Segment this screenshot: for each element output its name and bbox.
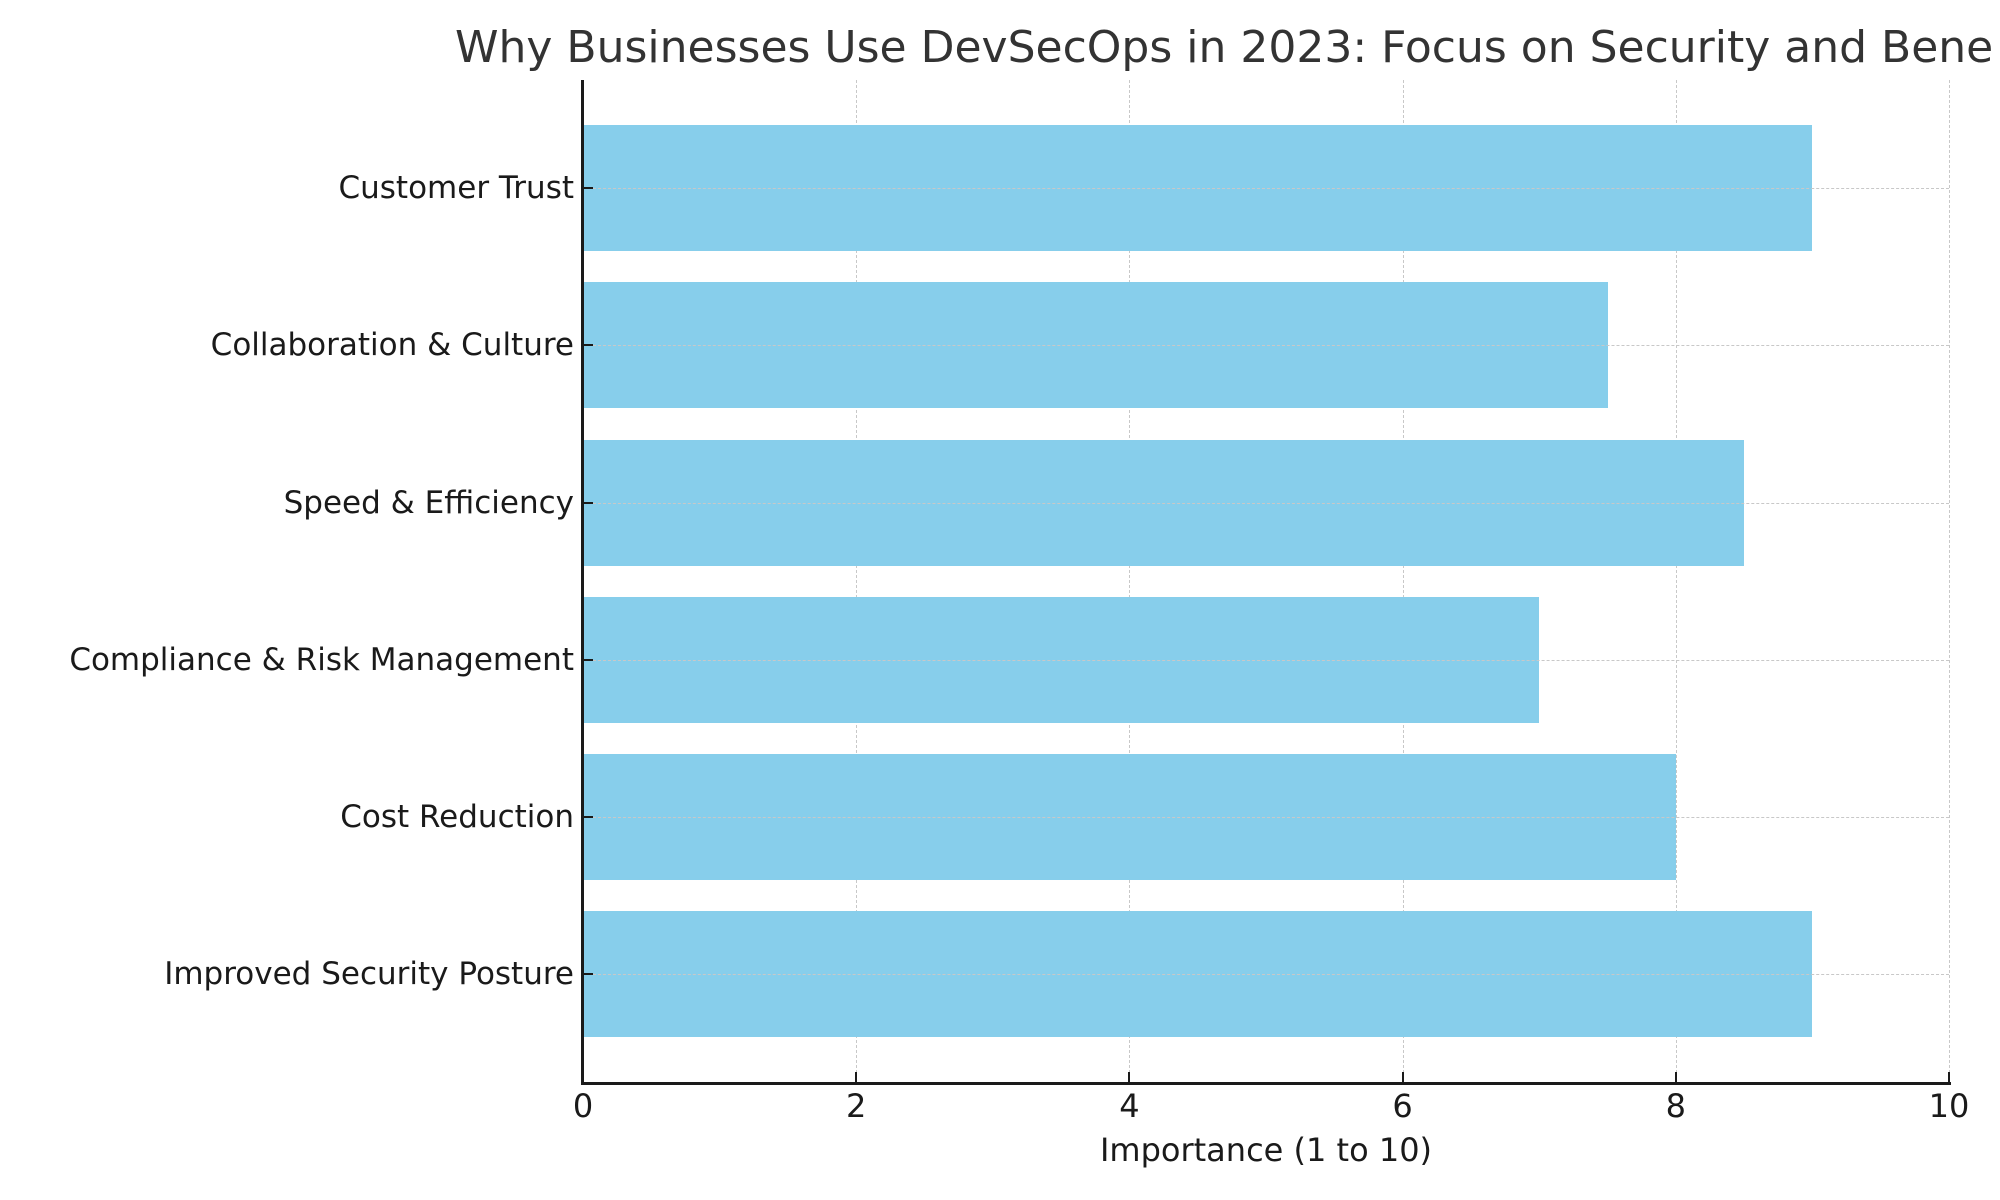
- y-tick-label: Compliance & Risk Management: [69, 641, 574, 678]
- x-tick-mark: [1948, 1072, 1950, 1082]
- gridline-y: [583, 817, 1949, 819]
- gridline-x: [1675, 80, 1677, 1083]
- x-tick-mark: [582, 1072, 584, 1082]
- gridline-y: [583, 187, 1949, 189]
- x-tick-label: 8: [1665, 1087, 1686, 1125]
- y-tick-label: Speed & Efficiency: [283, 484, 574, 521]
- x-tick-label: 6: [1392, 1087, 1413, 1125]
- y-tick-mark: [583, 186, 593, 189]
- y-tick-label: Collaboration & Culture: [210, 327, 574, 364]
- gridline-y: [583, 502, 1949, 504]
- x-tick-mark: [1674, 1072, 1677, 1082]
- y-axis-line: [581, 80, 584, 1085]
- gridline-x: [1949, 80, 1950, 1083]
- plot-area: [583, 80, 1950, 1083]
- gridline-y: [583, 345, 1949, 347]
- gridline-x: [1129, 80, 1131, 1083]
- y-tick-mark: [583, 658, 593, 661]
- x-tick-label: 10: [1928, 1087, 1970, 1125]
- x-tick-label: 4: [1119, 1087, 1140, 1125]
- x-axis-line: [581, 1082, 1951, 1085]
- x-tick-mark: [1401, 1072, 1404, 1082]
- gridline-y: [583, 974, 1949, 976]
- y-tick-mark: [583, 344, 593, 347]
- x-tick-label: 0: [572, 1087, 594, 1125]
- x-tick-mark: [855, 1072, 858, 1082]
- gridline-x: [1402, 80, 1404, 1083]
- x-axis-label: Importance (1 to 10): [1099, 1131, 1433, 1169]
- y-tick-label: Cost Reduction: [340, 799, 574, 836]
- y-tick-label: Improved Security Posture: [164, 956, 574, 993]
- y-tick-mark: [583, 973, 593, 976]
- y-tick-mark: [583, 501, 593, 504]
- chart-title: Why Businesses Use DevSecOps in 2023: Fo…: [455, 22, 1994, 73]
- y-tick-mark: [583, 816, 593, 819]
- x-tick-mark: [1128, 1072, 1131, 1082]
- y-tick-label: Customer Trust: [338, 169, 574, 206]
- gridline-x: [856, 80, 858, 1083]
- gridline-y: [583, 659, 1949, 661]
- x-tick-label: 2: [846, 1087, 867, 1125]
